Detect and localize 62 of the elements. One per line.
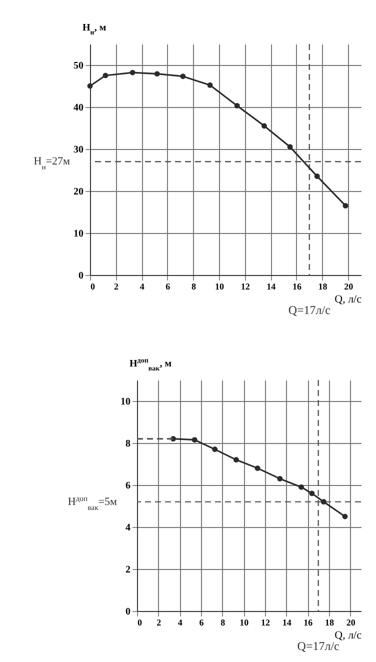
x-tick-label: 16 — [304, 618, 314, 628]
x-tick-label: 14 — [266, 282, 276, 292]
x-tick-label: 8 — [220, 618, 226, 628]
ref-line-label: Q=17л/с — [288, 303, 330, 317]
x-tick-label: 10 — [240, 618, 250, 628]
ref-line-label: Q=17л/с — [297, 639, 340, 653]
x-tick-label: 12 — [240, 282, 250, 292]
x-tick-label: 20 — [344, 282, 354, 292]
y-tick-label: 0 — [126, 606, 130, 618]
x-tick-label: 18 — [325, 618, 334, 628]
x-tick-label: 6 — [199, 618, 204, 628]
x-tick-label: 14 — [282, 618, 292, 628]
x-tick-label: 2 — [114, 282, 120, 292]
point — [212, 446, 218, 452]
x-tick-label: 6 — [166, 282, 171, 292]
x-tick-label: 0 — [138, 618, 142, 628]
point — [342, 202, 348, 208]
x-tick-label: 2 — [156, 618, 162, 628]
y-tick-label: 50 — [74, 60, 84, 72]
y-tick-label: 2 — [126, 564, 130, 576]
x-tick-label: 10 — [215, 282, 225, 292]
point — [261, 123, 267, 129]
x-tick-label: 16 — [292, 282, 302, 292]
y-tick-label: 20 — [74, 186, 84, 198]
y-tick-label: 0 — [78, 270, 84, 282]
point — [309, 490, 315, 496]
point — [234, 103, 240, 108]
x-tick-label: 20 — [346, 618, 356, 628]
point — [254, 465, 260, 471]
point — [342, 514, 348, 520]
point — [277, 476, 283, 482]
point — [287, 144, 293, 150]
point — [180, 74, 186, 80]
ref-line-label: H$_{н}$=27м — [34, 156, 70, 172]
y-tick-label: 8 — [126, 438, 130, 450]
x-tick-label: 4 — [140, 282, 145, 292]
x-tick-label: 4 — [178, 618, 183, 628]
y-axis-title: H$^{доп}$$_{вак}$, м — [130, 356, 172, 372]
point — [320, 499, 326, 505]
point — [102, 72, 108, 78]
y-tick-label: 40 — [74, 102, 84, 114]
x-tick-label: 18 — [318, 282, 328, 292]
point — [130, 70, 136, 76]
point — [192, 437, 198, 443]
y-tick-label: 30 — [74, 144, 84, 156]
x-tick-label: 12 — [261, 618, 270, 628]
point — [207, 82, 213, 88]
x-axis-title: Q, л/с — [334, 294, 362, 306]
y-tick-label: 4 — [126, 522, 130, 534]
x-axis-title: Q, л/с — [334, 630, 362, 642]
point — [233, 457, 239, 463]
point — [298, 484, 304, 490]
y-tick-label: 10 — [120, 396, 130, 408]
y-tick-label: 6 — [126, 480, 130, 492]
y-axis-title: H$_{н}$, м — [82, 22, 106, 36]
x-tick-label: 8 — [191, 282, 196, 292]
point — [314, 174, 320, 180]
ref-line-label: H$^{доп}$$_{вак}$=5м — [68, 493, 118, 512]
y-tick-label: 10 — [74, 228, 84, 240]
x-tick-label: 0 — [90, 282, 96, 292]
point — [154, 71, 160, 77]
point — [87, 83, 93, 89]
